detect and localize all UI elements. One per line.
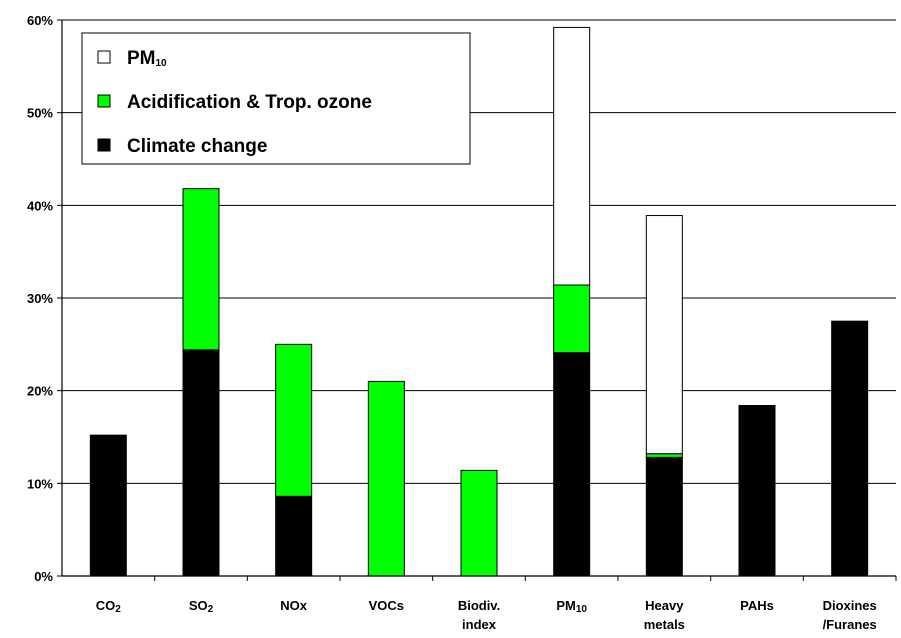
legend-label: PM10 bbox=[127, 48, 167, 69]
bar-segment bbox=[553, 352, 591, 577]
legend: PM10 Acidification & Trop. ozone Climate c… bbox=[81, 32, 471, 165]
bar-segment bbox=[645, 453, 683, 458]
bar-segment bbox=[275, 343, 313, 497]
legend-label: Acidification & Trop. ozone bbox=[127, 92, 372, 113]
bar-segment bbox=[553, 26, 591, 286]
legend-label: Climate change bbox=[127, 136, 267, 157]
y-tick-label: 50% bbox=[27, 106, 53, 121]
x-tick-label: Biodiv. bbox=[458, 598, 500, 613]
y-axis: 0% 10% 20% 30% 40% 50% 60% bbox=[27, 13, 63, 584]
y-tick-label: 10% bbox=[27, 476, 53, 491]
y-tick-label: 40% bbox=[27, 198, 53, 213]
x-tick-label: CO2 bbox=[96, 598, 122, 615]
bar-segment bbox=[553, 284, 591, 354]
y-tick-label: 20% bbox=[27, 384, 53, 399]
y-tick-label: 30% bbox=[27, 291, 53, 306]
bar-segment bbox=[367, 380, 405, 577]
x-tick-label: Heavy bbox=[645, 598, 684, 613]
legend-box bbox=[81, 32, 471, 165]
legend-swatch bbox=[97, 94, 111, 108]
x-tick-label-line2: metals bbox=[644, 617, 685, 632]
x-tick-label-line2: index bbox=[462, 617, 497, 632]
bar-segment bbox=[275, 495, 313, 577]
bar-segment bbox=[182, 188, 220, 351]
legend-swatch bbox=[97, 138, 111, 152]
x-tick-label: SO2 bbox=[189, 598, 214, 615]
bar-segment bbox=[738, 404, 776, 577]
bar-segment bbox=[831, 320, 869, 577]
x-tick-label: Dioxines bbox=[823, 598, 877, 613]
bar-segment bbox=[645, 456, 683, 577]
bar-segment bbox=[460, 469, 498, 577]
y-tick-label: 60% bbox=[27, 13, 53, 28]
x-axis: CO2 SO2 NOx VOCs Biodiv. index PM10 Heavy metals… bbox=[62, 575, 897, 632]
bar-segment bbox=[89, 434, 127, 577]
x-tick-label-line2: /Furanes bbox=[823, 617, 877, 632]
x-tick-label: NOx bbox=[280, 598, 308, 613]
bar-segment bbox=[645, 215, 683, 455]
x-tick-label: PM10 bbox=[556, 598, 587, 615]
x-tick-label: PAHs bbox=[740, 598, 774, 613]
bars bbox=[89, 26, 869, 577]
y-tick-label: 0% bbox=[34, 569, 53, 584]
legend-swatch bbox=[97, 50, 111, 64]
x-tick-label: VOCs bbox=[369, 598, 404, 613]
bar-segment bbox=[182, 349, 220, 577]
